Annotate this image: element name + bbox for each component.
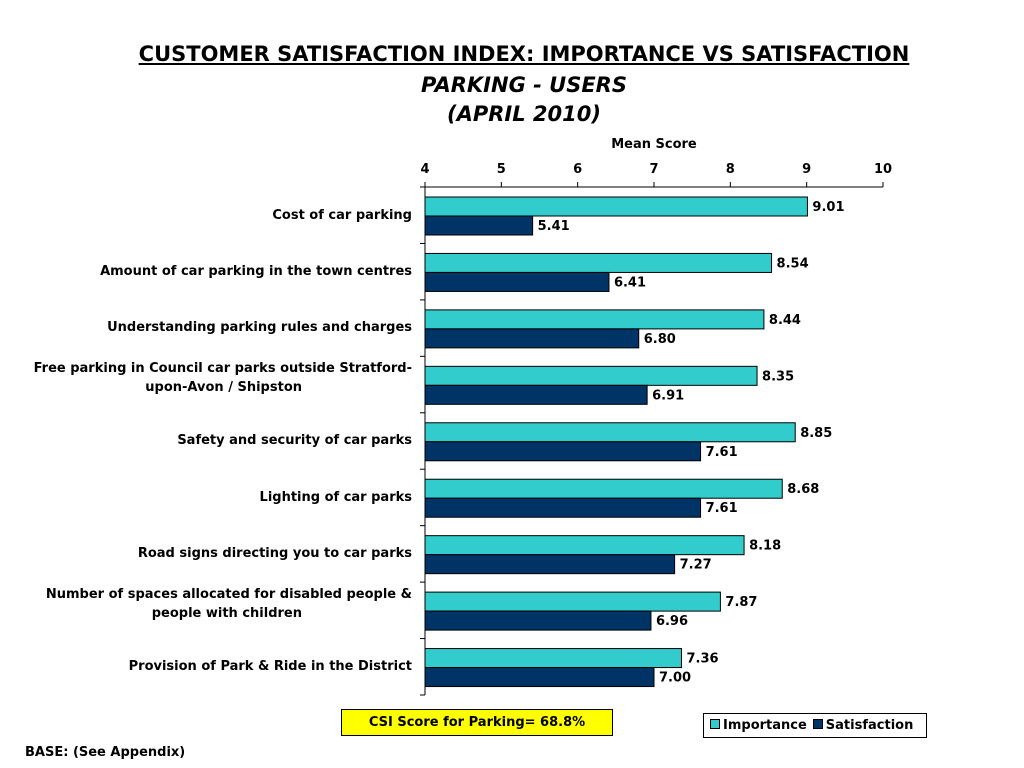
data-label: 6.80 — [644, 332, 676, 347]
bar-satisfaction — [424, 610, 652, 631]
legend-swatch-satisfaction — [812, 719, 823, 729]
bar-satisfaction — [424, 441, 702, 462]
category-label: Safety and security of car parks — [2, 431, 412, 450]
data-label: 8.68 — [787, 482, 819, 497]
x-tick-label: 8 — [726, 162, 735, 177]
data-label: 6.96 — [656, 614, 688, 629]
bar-importance — [424, 535, 745, 556]
bar-satisfaction — [424, 667, 655, 688]
bar-importance — [424, 252, 773, 273]
data-label: 7.61 — [706, 445, 738, 460]
category-label-line: Amount of car parking in the town centre… — [100, 263, 412, 279]
category-label-line: Number of spaces allocated for disabled … — [45, 587, 412, 603]
data-label: 8.35 — [762, 369, 794, 384]
bar-satisfaction — [424, 271, 610, 292]
data-label: 6.41 — [614, 275, 646, 290]
category-label-line: upon-Avon / Shipston — [145, 380, 302, 396]
data-label: 8.44 — [769, 313, 801, 328]
category-label: Understanding parking rules and charges — [2, 318, 412, 337]
category-label-line: Provision of Park & Ride in the District — [128, 659, 412, 675]
bar-importance — [424, 422, 796, 443]
bar-satisfaction — [424, 215, 534, 236]
legend-label-satisfaction: Satisfaction — [825, 718, 914, 733]
data-label: 8.54 — [777, 256, 809, 271]
bar-importance — [424, 478, 783, 499]
category-label: Free parking in Council car parks outsid… — [2, 359, 412, 397]
category-label: Amount of car parking in the town centre… — [2, 262, 412, 281]
legend-item-satisfaction: Satisfaction — [812, 718, 914, 733]
category-label-line: Road signs directing you to car parks — [137, 546, 412, 562]
category-label-line: Free parking in Council car parks outsid… — [33, 361, 412, 377]
bar-importance — [424, 196, 808, 217]
x-tick-label: 5 — [497, 162, 506, 177]
category-label-line: Lighting of car parks — [259, 489, 412, 505]
bar-importance — [424, 309, 765, 330]
data-label: 7.36 — [686, 652, 718, 667]
axis-title: Mean Score — [611, 137, 697, 152]
category-label: Number of spaces allocated for disabled … — [2, 585, 412, 623]
chart-date: (APRIL 2010) — [447, 102, 601, 126]
data-label: 7.27 — [680, 558, 712, 573]
base-note: BASE: (See Appendix) — [25, 745, 186, 760]
legend-label-importance: Importance — [723, 718, 807, 733]
x-tick-label: 7 — [649, 162, 658, 177]
data-label: 7.87 — [725, 595, 757, 610]
x-tick-label: 9 — [802, 162, 811, 177]
data-label: 8.85 — [800, 426, 832, 441]
category-label: Lighting of car parks — [2, 488, 412, 507]
bar-satisfaction — [424, 497, 702, 518]
data-label: 9.01 — [812, 200, 844, 215]
chart-title: CUSTOMER SATISFACTION INDEX: IMPORTANCE … — [138, 42, 910, 66]
data-label: 8.18 — [749, 539, 781, 554]
data-label: 7.61 — [706, 501, 738, 516]
legend-swatch-importance — [710, 719, 720, 729]
data-label: 5.41 — [538, 219, 570, 234]
category-label: Cost of car parking — [2, 206, 412, 225]
x-tick-label: 6 — [573, 162, 582, 177]
x-tick-label: 4 — [420, 162, 429, 177]
category-label-line: Understanding parking rules and charges — [107, 320, 412, 336]
category-label-line: Safety and security of car parks — [177, 433, 412, 449]
bar-satisfaction — [424, 384, 648, 405]
category-label-line: Cost of car parking — [272, 207, 412, 223]
bar-satisfaction — [424, 328, 640, 349]
chart-subtitle: PARKING - USERS — [421, 73, 627, 97]
x-tick-label: 10 — [874, 162, 892, 177]
data-label: 6.91 — [652, 388, 684, 403]
csi-score-box: CSI Score for Parking= 68.8% — [341, 709, 613, 736]
category-label-line: people with children — [151, 606, 302, 622]
bar-importance — [424, 365, 758, 386]
category-label: Provision of Park & Ride in the District — [2, 657, 412, 676]
bar-importance — [424, 591, 721, 612]
category-label: Road signs directing you to car parks — [2, 544, 412, 563]
data-label: 7.00 — [659, 671, 691, 686]
bar-satisfaction — [424, 554, 676, 575]
bar-importance — [424, 648, 682, 669]
legend: Importance Satisfaction — [703, 713, 927, 738]
legend-item-importance: Importance — [710, 718, 807, 733]
